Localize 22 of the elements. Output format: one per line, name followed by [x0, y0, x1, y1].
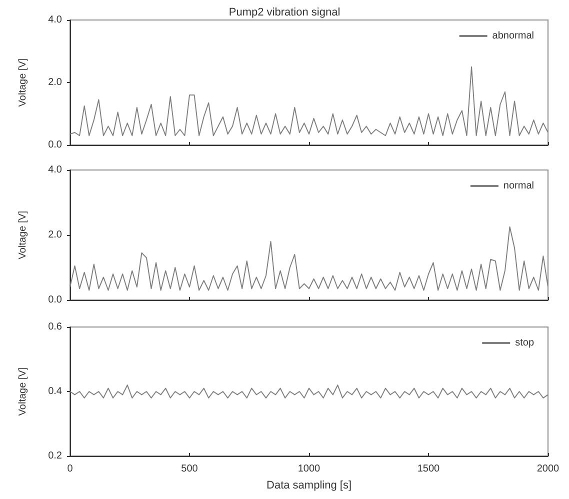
y-tick-label: 2.0 — [48, 230, 62, 240]
y-tick-label: 0.2 — [48, 450, 62, 462]
y-tick-label: 4.0 — [48, 164, 62, 176]
y-tick-label: 0.4 — [48, 386, 62, 397]
legend-label: stop — [515, 338, 534, 348]
x-tick-label: 2000 — [536, 464, 560, 474]
y-tick-label: 2.0 — [48, 77, 62, 88]
legend-label: normal — [503, 180, 534, 192]
y-axis-title: Voltage [V] — [18, 367, 28, 416]
chart-title: Pump2 vibration signal — [228, 6, 340, 18]
y-tick-label: 0.0 — [48, 294, 62, 306]
x-tick-label: 1500 — [417, 464, 440, 474]
y-tick-label: 0.0 — [48, 140, 62, 150]
x-tick-label: 1000 — [298, 464, 321, 474]
y-tick-label: 4.0 — [48, 14, 62, 26]
y-axis-title: Voltage [V] — [18, 210, 28, 260]
x-tick-label: 500 — [181, 464, 198, 474]
x-tick-label: 0 — [67, 464, 74, 474]
y-axis-title: Voltage [V] — [18, 58, 28, 107]
x-axis-title: Data sampling [s] — [266, 480, 352, 492]
y-tick-label: 0.6 — [48, 322, 62, 332]
legend-label: abnormal — [492, 30, 534, 42]
